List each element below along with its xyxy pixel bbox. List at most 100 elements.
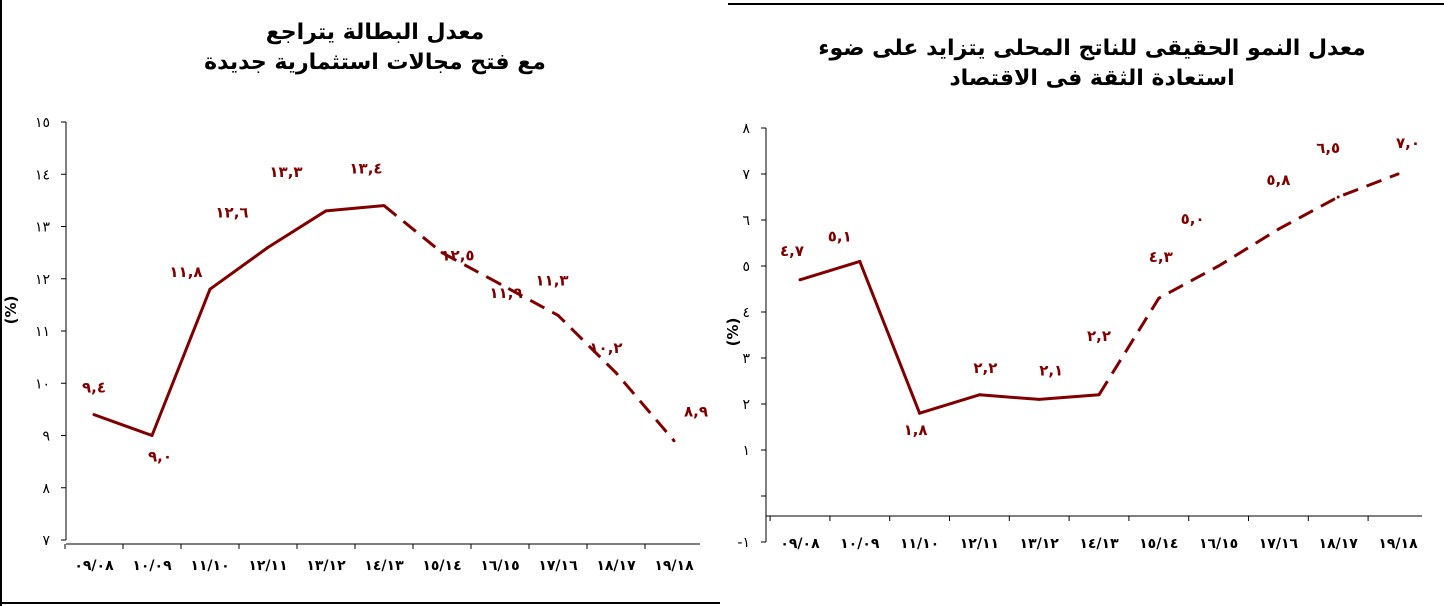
data-label: ٤,٧ — [780, 242, 804, 260]
data-point — [266, 245, 270, 249]
data-point — [918, 411, 922, 415]
data-point — [208, 287, 212, 291]
x-tick-label: ١٩/١٨ — [654, 558, 694, 574]
data-point — [672, 439, 676, 443]
x-tick-label: ١٠/٠٩ — [132, 558, 172, 574]
chart-title-line-1: معدل النمو الحقيقى للناتج المحلى يتزايد … — [818, 36, 1366, 61]
data-point — [1276, 227, 1280, 231]
x-tick-label: ١٥/١٤ — [1139, 536, 1178, 552]
unemployment-line-chart: ٧ ٨ ٩ ١٠ ١١ ١٢ ١٣ ١٤ ١٥ (%) ٠٩/٠٨ ١٠/٠٩ ١١/١٠ ١٢/١١ ١٣… — [2, 115, 708, 574]
y-axis-label: (%) — [2, 296, 20, 325]
data-label: ١١,٣ — [535, 271, 568, 289]
x-tick-label: ٠٩/٠٨ — [74, 558, 114, 574]
y-tick-label: ٣ — [742, 351, 750, 367]
data-point — [614, 371, 618, 375]
series-line-projection — [1097, 172, 1399, 396]
series-line-actual — [93, 204, 385, 437]
unemployment-chart-panel: معدل البطالة يتراجع مع فتح مجالات استثما… — [0, 0, 720, 606]
data-label: ١,٨ — [904, 421, 928, 439]
data-point — [1097, 393, 1101, 397]
series-line-projection — [383, 204, 676, 442]
data-point — [1157, 296, 1161, 300]
panel-border-bottom — [0, 602, 720, 604]
chart-title: معدل النمو الحقيقى للناتج المحلى يتزايد … — [782, 34, 1402, 94]
data-point — [440, 251, 444, 255]
y-tick-label: ٢ — [742, 397, 750, 413]
data-label: ١٢,٥ — [441, 247, 474, 265]
x-tick-label: ١٩/١٨ — [1378, 536, 1418, 552]
y-tick-label: ٨ — [42, 481, 50, 497]
data-label: ٨,٩ — [684, 403, 708, 421]
data-point — [858, 259, 862, 263]
data-point — [92, 413, 96, 417]
data-point — [150, 434, 154, 437]
y-tick-label: -١ — [737, 535, 750, 551]
data-label: ٧,٠ — [1396, 134, 1420, 152]
gdp-growth-chart-panel: معدل النمو الحقيقى للناتج المحلى يتزايد … — [722, 0, 1444, 606]
data-point — [498, 282, 502, 286]
data-label: ٥,٨ — [1266, 171, 1290, 189]
data-label: ١١,٩ — [489, 284, 522, 302]
data-label: ٢,٢ — [1087, 327, 1111, 345]
data-point — [1217, 264, 1221, 268]
y-tick-label: ٨ — [742, 121, 750, 137]
data-label: ١١,٨ — [169, 263, 202, 281]
data-label: ١٣,٣ — [269, 163, 302, 181]
data-label: ١٣,٤ — [349, 160, 382, 178]
x-tick-label: ١٦/١٥ — [480, 558, 519, 574]
data-point — [1037, 397, 1041, 401]
data-label: ٤,٣ — [1149, 248, 1173, 266]
data-point — [324, 209, 328, 213]
x-tick-label: ١٢/١١ — [960, 536, 999, 552]
panel-border-left — [0, 0, 2, 606]
x-tick-label: ١١/١٠ — [190, 558, 229, 574]
x-tick-label: ١٦/١٥ — [1199, 536, 1238, 552]
y-tick-label: ١٣ — [35, 220, 51, 236]
chart-title-line-1: معدل البطالة يتراجع — [265, 20, 485, 45]
x-tick-label: ١٧/١٦ — [538, 558, 578, 574]
chart-title: معدل البطالة يتراجع مع فتح مجالات استثما… — [150, 18, 600, 78]
x-tick-label: ١٧/١٦ — [1259, 536, 1299, 552]
data-point — [556, 313, 560, 317]
gdp-growth-line-chart: -١ ١ ٢ ٣ ٤ ٥ ٦ ٧ ٨ (%) ٠٩/٠٨ ١٠/٠٩ ١١/١٠ ١٢/١١ ١٣/١٢ ١٤… — [724, 121, 1422, 552]
y-tick-label: ١١ — [35, 324, 50, 340]
x-tick-label: ١٥/١٤ — [422, 558, 461, 574]
data-label: ٥,١ — [828, 227, 852, 245]
data-label: ١٢,٦ — [215, 203, 248, 221]
data-label: ٢,٢ — [973, 359, 997, 377]
data-point — [1336, 195, 1340, 199]
x-tick-label: ١٠/٠٩ — [840, 536, 880, 552]
data-point — [1396, 172, 1400, 176]
y-axis-label: (%) — [724, 318, 742, 347]
x-tick-label: ١٨/١٧ — [1319, 536, 1359, 552]
x-tick-label: ١٢/١١ — [248, 558, 287, 574]
y-tick-label: ٧ — [742, 167, 750, 183]
chart-title-line-2: مع فتح مجالات استثمارية جديدة — [204, 50, 546, 75]
y-tick-label: ٥ — [742, 259, 750, 275]
y-tick-label: ٩ — [42, 429, 50, 445]
data-point — [977, 393, 981, 397]
chart-title-line-2: استعادة الثقة فى الاقتصاد — [949, 66, 1235, 91]
y-tick-label: ١٢ — [35, 272, 50, 288]
data-label: ١٠,٢ — [589, 339, 622, 357]
data-label: ٥,٠ — [1181, 210, 1205, 228]
series-line-actual — [799, 259, 1100, 415]
x-tick-label: ١٤/١٣ — [1079, 536, 1119, 552]
data-label: ٦,٥ — [1316, 139, 1340, 157]
y-tick-label: ١٤ — [35, 167, 50, 183]
data-point — [798, 278, 802, 282]
x-tick-label: ١١/١٠ — [900, 536, 939, 552]
y-tick-label: ٦ — [742, 213, 750, 229]
y-tick-label: ٤ — [742, 305, 750, 321]
data-point — [382, 204, 386, 208]
x-tick-label: ١٤/١٣ — [364, 558, 404, 574]
y-tick-label: ١٠ — [35, 376, 50, 392]
data-label: ٩,٤ — [82, 379, 106, 397]
y-tick-label: ١ — [742, 443, 750, 459]
x-tick-label: ١٣/١٢ — [1020, 536, 1060, 552]
y-tick-label: ٧ — [42, 533, 50, 549]
data-label: ٩,٠ — [148, 448, 172, 466]
x-tick-label: ١٨/١٧ — [596, 558, 636, 574]
x-tick-label: ١٣/١٢ — [306, 558, 346, 574]
data-label: ٢,١ — [1039, 361, 1063, 379]
